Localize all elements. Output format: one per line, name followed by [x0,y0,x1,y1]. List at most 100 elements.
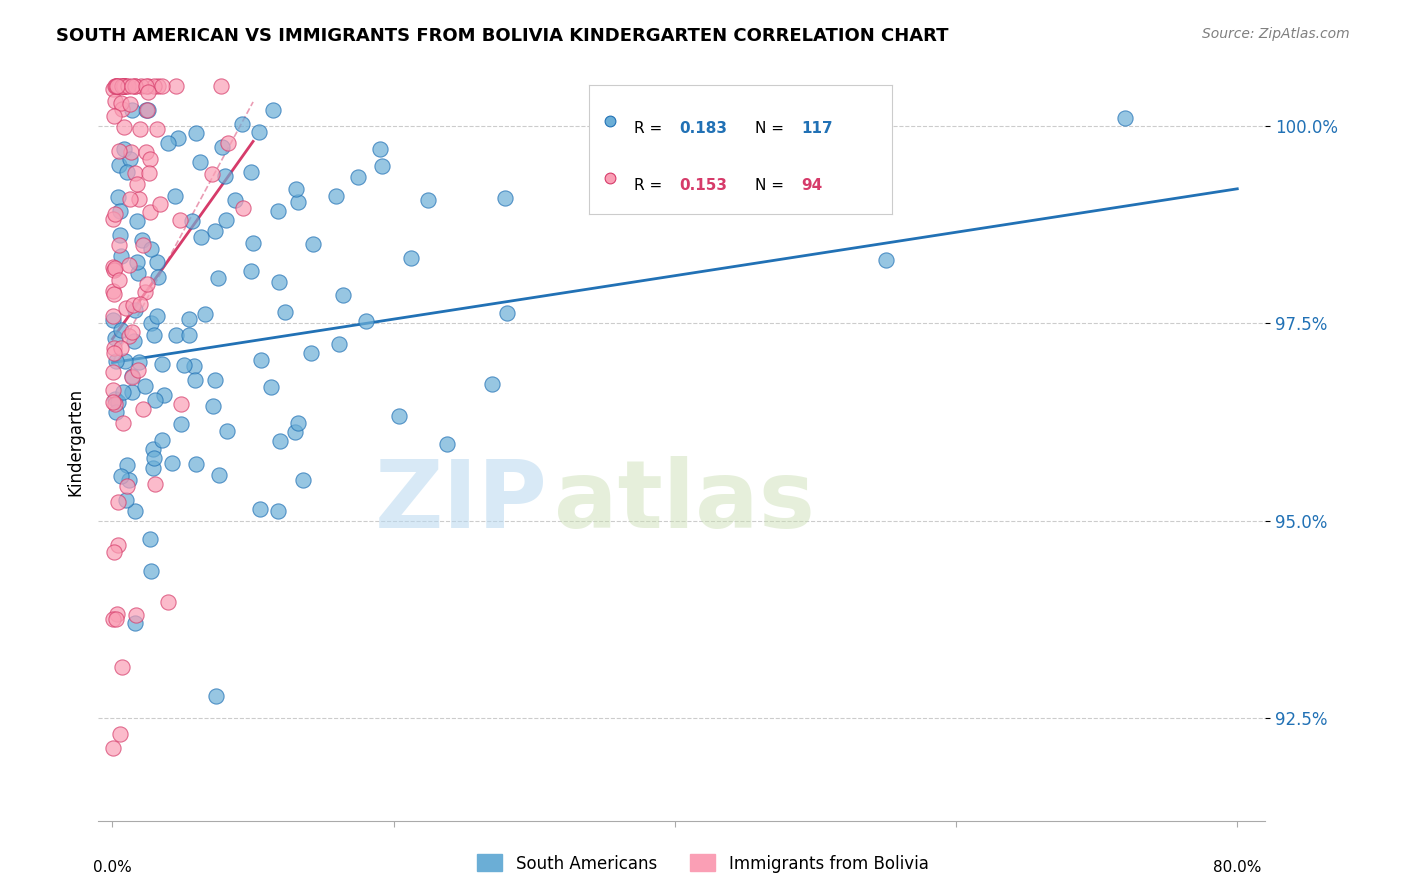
Point [247,125,270,139]
Point [105,405,128,419]
Y-axis label: Kindergarten: Kindergarten [66,387,84,496]
Point [139,242,162,256]
Text: 0.0%: 0.0% [93,860,132,874]
Point [108,144,131,158]
Point [118,153,141,167]
Point [124,615,146,630]
Point [108,204,131,219]
Point [117,79,139,94]
Point [101,365,124,379]
Point [127,362,149,376]
Point [115,458,138,472]
Point [104,397,127,411]
Point [143,328,166,343]
Point [135,145,157,159]
Point [150,357,173,371]
Text: SOUTH AMERICAN VS IMMIGRANTS FROM BOLIVIA KINDERGARTEN CORRELATION CHART: SOUTH AMERICAN VS IMMIGRANTS FROM BOLIVI… [56,27,949,45]
Point [108,79,131,94]
Point [104,79,127,94]
Point [103,612,125,626]
Point [101,285,124,299]
Point [232,201,254,215]
Point [105,353,128,368]
Point [224,193,246,207]
Point [208,467,231,482]
Point [111,102,134,116]
Point [287,195,309,210]
Point [124,79,146,94]
Point [186,126,208,140]
Point [239,165,262,179]
Point [104,79,127,94]
Point [136,79,159,94]
Point [215,213,238,227]
Point [103,287,125,301]
Point [262,103,284,117]
Point [202,399,225,413]
Point [112,79,135,94]
Point [101,312,124,326]
Point [115,165,138,179]
Point [135,79,157,94]
Point [146,269,169,284]
Point [121,370,143,384]
Point [135,103,157,117]
Point [179,312,201,326]
Point [136,85,159,99]
Point [124,504,146,518]
Point [138,532,160,546]
Point [287,417,309,431]
Point [121,369,143,384]
Point [165,189,187,203]
Point [108,238,131,252]
Point [205,690,228,704]
Point [388,409,411,423]
Point [124,302,146,317]
Point [141,564,163,578]
Point [103,395,125,409]
Point [138,166,160,180]
Point [143,450,166,465]
Point [129,297,152,311]
Point [121,79,143,94]
Point [120,145,142,160]
Point [145,121,167,136]
Point [108,228,131,243]
Point [118,473,141,487]
Point [291,473,314,487]
Point [240,263,263,277]
Point [104,331,127,345]
Point [134,379,156,393]
Point [111,659,134,673]
Point [135,103,157,117]
Point [143,79,166,94]
Point [104,206,127,220]
Point [217,136,239,150]
Point [112,79,135,94]
Point [118,192,141,206]
Point [481,376,503,391]
Point [114,301,136,315]
Point [115,79,138,94]
Point [103,109,125,123]
Point [215,424,238,438]
Point [354,313,377,327]
Point [146,79,169,94]
Point [269,434,291,449]
Point [112,142,135,156]
Point [108,158,131,172]
Point [110,249,132,263]
Point [170,396,193,410]
Point [302,237,325,252]
Point [103,345,125,359]
Point [121,385,143,400]
Point [127,214,149,228]
Point [139,204,162,219]
Point [101,383,124,397]
Point [145,255,167,269]
Point [128,192,150,206]
Point [347,169,370,184]
Point [115,492,138,507]
Point [157,595,180,609]
Point [127,266,149,280]
